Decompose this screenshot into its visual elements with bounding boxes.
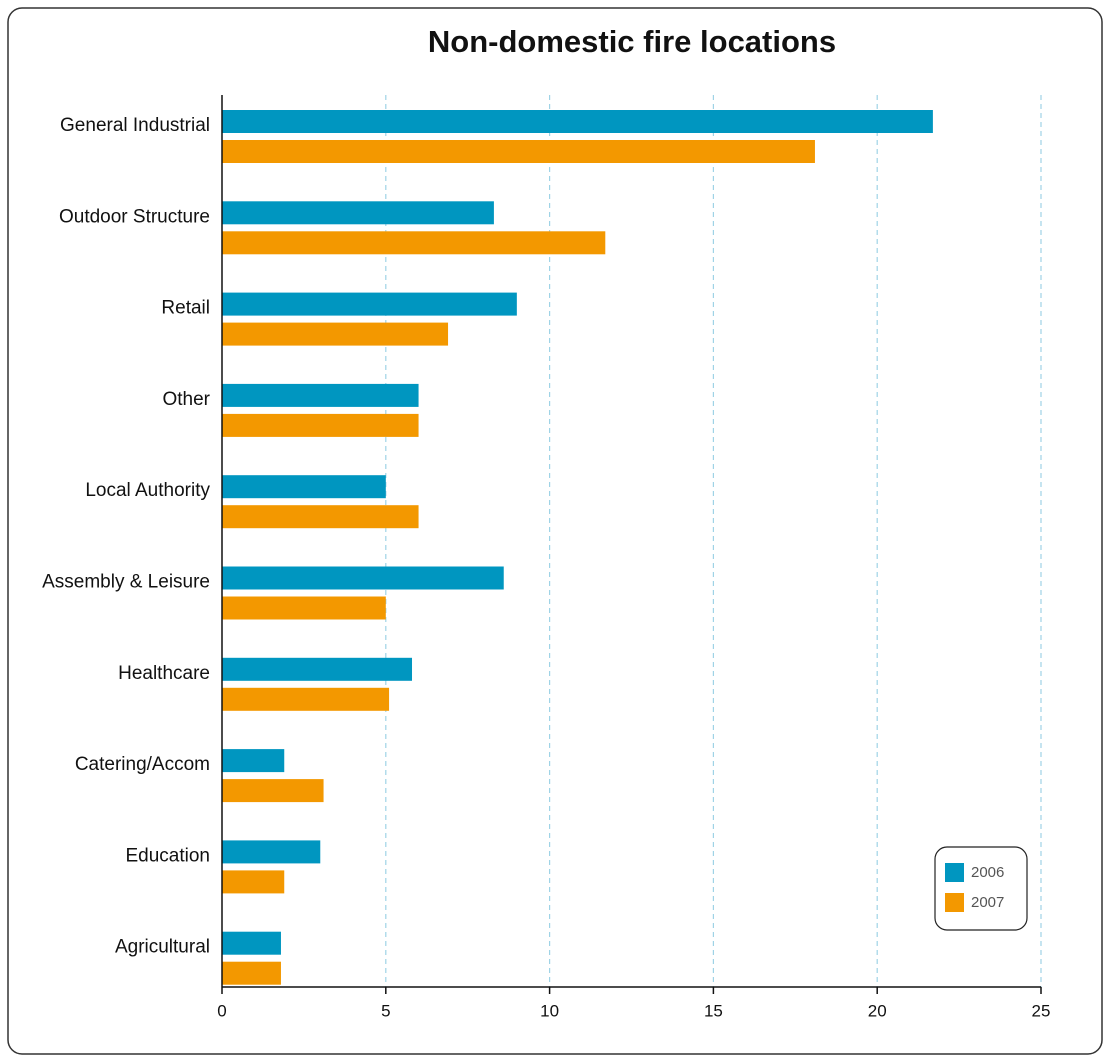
- bar: [222, 931, 281, 955]
- legend-swatch: [945, 893, 964, 912]
- y-tick-label: Agricultural: [115, 937, 210, 958]
- bar: [222, 566, 504, 590]
- bar: [222, 687, 390, 711]
- legend-label: 2006: [971, 864, 1004, 881]
- x-tick-label: 5: [381, 1001, 390, 1020]
- bar: [222, 475, 386, 499]
- bar: [222, 110, 933, 133]
- bar: [222, 231, 606, 255]
- x-tick-label: 15: [704, 1001, 723, 1020]
- legend-swatch: [945, 863, 964, 882]
- bar: [222, 140, 815, 163]
- legend-label: 2007: [971, 894, 1004, 911]
- legend-box: [934, 846, 1028, 931]
- x-tick-label: 25: [1032, 1001, 1051, 1020]
- y-tick-label: Other: [162, 389, 210, 410]
- bar: [222, 505, 419, 529]
- y-tick-label: Catering/Accom: [75, 754, 210, 775]
- y-tick-label: Healthcare: [118, 663, 210, 684]
- bar: [222, 322, 449, 346]
- y-tick-label: Assembly & Leisure: [42, 572, 210, 593]
- bar: [222, 961, 281, 985]
- bar: [222, 779, 324, 803]
- x-tick-label: 20: [868, 1001, 887, 1020]
- bar: [222, 870, 285, 894]
- chart-title: Non-domestic fire locations: [428, 24, 836, 59]
- y-tick-label: Local Authority: [85, 480, 210, 501]
- bar: [222, 292, 517, 316]
- y-tick-label: Retail: [161, 298, 210, 319]
- x-tick-label: 0: [217, 1001, 226, 1020]
- bar: [222, 383, 419, 407]
- y-tick-label: Outdoor Structure: [59, 206, 210, 227]
- bar: [222, 201, 494, 225]
- bar: [222, 749, 285, 773]
- bar: [222, 596, 386, 620]
- y-tick-label: Education: [125, 845, 210, 866]
- bar: [222, 657, 413, 681]
- x-tick-label: 10: [540, 1001, 559, 1020]
- bar: [222, 840, 321, 864]
- y-tick-label: General Industrial: [60, 115, 210, 136]
- bar: [222, 413, 419, 437]
